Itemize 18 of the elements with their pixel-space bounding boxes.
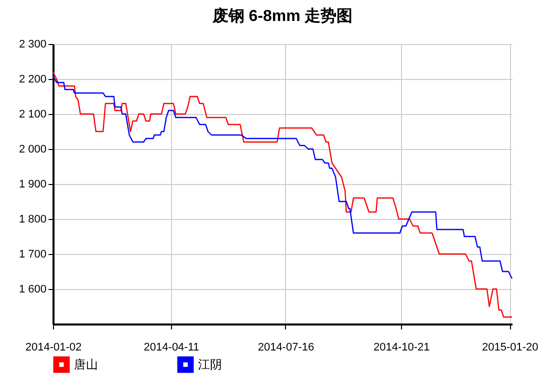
line-series [52,74,513,280]
chart-title: 废钢 6-8mm 走势图 [211,7,353,25]
legend-label: 唐山 [74,358,98,372]
line-series [52,71,513,318]
y-tick-label: 2 200 [18,74,46,86]
y-tick-label: 2 000 [18,144,46,156]
x-tick-label: 2014-07-16 [258,342,314,354]
y-tick-label: 2 100 [18,108,46,120]
legend-label: 江阴 [198,358,222,372]
x-tick-label: 2015-01-20 [482,342,538,354]
x-tick-label: 2014-01-02 [25,342,82,354]
x-tick-label: 2014-10-21 [373,342,430,354]
y-tick-label: 1 700 [18,248,46,260]
y-tick-label: 1 800 [18,214,46,226]
y-tick-label: 1 600 [18,284,46,296]
x-tick-label: 2014-04-11 [144,342,200,354]
y-tick-label: 2 300 [18,38,46,50]
y-tick-label: 1 900 [18,178,46,190]
